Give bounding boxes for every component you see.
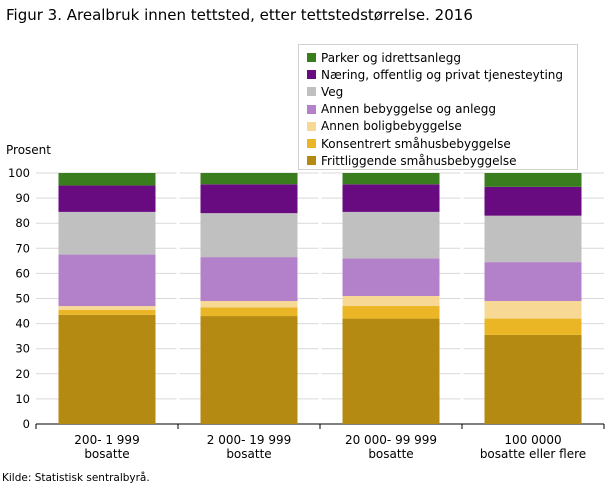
bar-segment xyxy=(484,215,582,263)
bar-segment xyxy=(200,184,298,214)
x-tick-label: 200- 1 999 xyxy=(74,433,139,447)
bar-segment xyxy=(58,309,156,315)
legend-label: Parker og idrettsanlegg xyxy=(321,50,461,65)
x-tick-label: 20 000- 99 999 xyxy=(345,433,437,447)
y-tick-label: 30 xyxy=(15,342,30,356)
x-tick-label: bosatte xyxy=(84,447,129,461)
legend-label: Næring, offentlig og privat tjenesteytin… xyxy=(321,67,564,82)
bar-segment xyxy=(58,314,156,424)
legend-swatch xyxy=(307,70,316,80)
bar-segment xyxy=(342,173,440,185)
bar-segment xyxy=(342,318,440,424)
y-tick-label: 90 xyxy=(15,191,30,205)
y-tick-label: 50 xyxy=(15,292,30,306)
bar-segment xyxy=(484,301,582,319)
x-tick-label: bosatte xyxy=(226,447,271,461)
bar-segment xyxy=(342,306,440,319)
legend-swatch xyxy=(307,104,316,114)
bar-segment xyxy=(342,184,440,212)
legend-item: Annen bebyggelse og anlegg xyxy=(307,101,577,118)
legend-swatch xyxy=(307,53,316,63)
y-tick-label: 60 xyxy=(15,266,30,280)
x-tick-label: bosatte xyxy=(368,447,413,461)
bar-segment xyxy=(484,186,582,216)
bar-segment xyxy=(58,254,156,307)
bar-segment xyxy=(342,211,440,259)
legend-item: Næring, offentlig og privat tjenesteytin… xyxy=(307,66,577,83)
bar-segment xyxy=(58,211,156,255)
x-tick-label: bosatte eller flere xyxy=(480,447,586,461)
bar-segment xyxy=(200,257,298,302)
bar-segment xyxy=(200,173,298,185)
y-tick-label: 80 xyxy=(15,216,30,230)
y-tick-label: 20 xyxy=(15,367,30,381)
legend-swatch xyxy=(307,87,316,97)
legend-label: Veg xyxy=(321,84,344,99)
bar-segment xyxy=(58,306,156,310)
bar-segment xyxy=(342,258,440,296)
legend-item: Frittliggende småhusbebyggelse xyxy=(307,152,577,169)
legend-label: Annen boligbebyggelse xyxy=(321,119,462,134)
y-tick-label: 10 xyxy=(15,392,30,406)
y-tick-label: 70 xyxy=(15,241,30,255)
x-tick-label: 100 0000 xyxy=(504,433,561,447)
bar-segment xyxy=(200,307,298,317)
bar-segment xyxy=(200,301,298,308)
chart-title: Figur 3. Arealbruk innen tettsted, etter… xyxy=(6,6,473,24)
legend-swatch xyxy=(307,139,316,149)
y-tick-label: 100 xyxy=(8,166,30,180)
bar-segment xyxy=(484,173,582,187)
y-axis-title: Prosent xyxy=(6,143,51,157)
bar-segment xyxy=(484,318,582,335)
bar-segment xyxy=(342,295,440,307)
legend: Parker og idrettsanlegg Næring, offentlig… xyxy=(298,44,578,170)
bar-segment xyxy=(484,334,582,424)
bar-segment xyxy=(58,173,156,186)
bar-segment xyxy=(200,213,298,258)
legend-label: Frittliggende småhusbebyggelse xyxy=(321,153,517,168)
legend-label: Annen bebyggelse og anlegg xyxy=(321,102,497,117)
bar-segment xyxy=(58,185,156,212)
legend-swatch xyxy=(307,156,316,166)
legend-item: Annen boligbebyggelse xyxy=(307,118,577,135)
bar-segment xyxy=(484,262,582,302)
legend-swatch xyxy=(307,121,316,131)
bar-segment xyxy=(200,316,298,424)
y-tick-label: 0 xyxy=(23,417,30,431)
x-tick-label: 2 000- 19 999 xyxy=(207,433,292,447)
legend-item: Parker og idrettsanlegg xyxy=(307,49,577,66)
y-tick-label: 40 xyxy=(15,317,30,331)
legend-label: Konsentrert småhusbebyggelse xyxy=(321,136,511,151)
source-note: Kilde: Statistisk sentralbyrå. xyxy=(2,472,150,484)
legend-item: Konsentrert småhusbebyggelse xyxy=(307,135,577,152)
legend-item: Veg xyxy=(307,83,577,100)
